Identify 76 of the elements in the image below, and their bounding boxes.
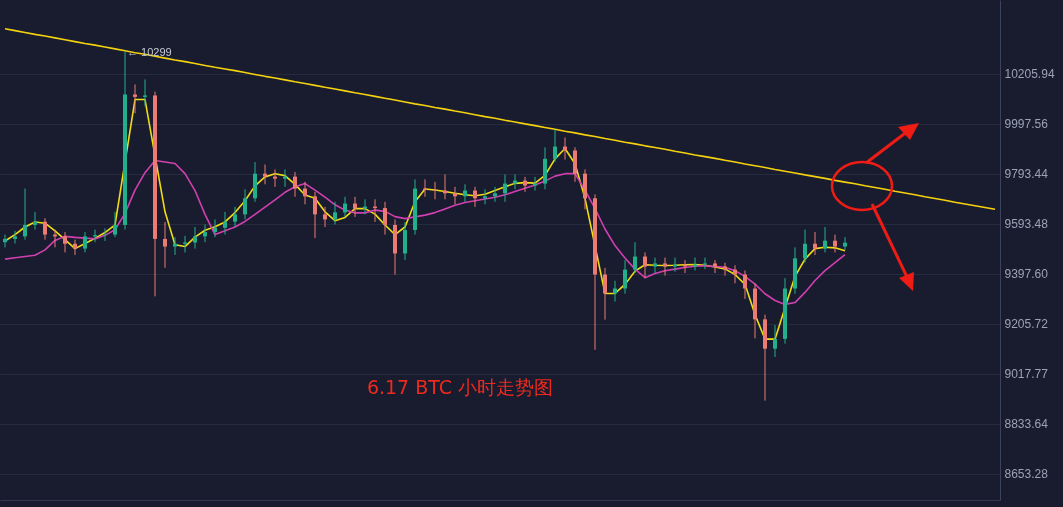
candlestick [833, 234, 837, 253]
candlestick [653, 257, 657, 274]
candlestick [773, 324, 777, 358]
candlestick [533, 176, 537, 192]
candlestick [493, 186, 497, 203]
candlestick [303, 181, 307, 205]
candlestick [473, 186, 477, 208]
candlestick [433, 181, 437, 200]
candlestick [733, 264, 737, 284]
y-tick-label: 10205.94 [1004, 67, 1055, 81]
candlestick [573, 146, 577, 183]
candlestick [523, 176, 527, 193]
candlestick [23, 188, 27, 241]
candlestick [323, 206, 327, 228]
candlestick [313, 191, 317, 239]
candlestick [113, 211, 117, 238]
candlestick [383, 201, 387, 236]
candlestick [163, 221, 167, 269]
candlestick [263, 164, 267, 185]
candlestick [143, 78, 147, 107]
candlestick [233, 206, 237, 228]
y-tick-label: 9397.60 [1004, 267, 1049, 282]
candlestick [513, 173, 517, 190]
candlestick [133, 83, 137, 114]
annotation: ← 10299 [127, 46, 172, 59]
candlestick [183, 235, 187, 253]
candlestick [13, 230, 17, 244]
candlestick [823, 226, 827, 253]
candlestick [693, 257, 697, 271]
y-tick-label: 8653.28 [1004, 467, 1049, 482]
candlestick [73, 239, 77, 256]
candlestick [273, 168, 277, 188]
annotation: 6.17 BTC 小时走势图 [366, 376, 554, 398]
candlestick [243, 188, 247, 220]
candlestick [63, 231, 67, 253]
line-series [4, 27, 996, 211]
y-tick-label: 9017.77 [1004, 367, 1049, 382]
candlestick [363, 198, 367, 215]
candlestick [33, 211, 37, 231]
candlestick [203, 223, 207, 243]
candlestick [813, 231, 817, 256]
candlestick [843, 236, 847, 251]
candlestick [283, 168, 287, 188]
candlestick [173, 236, 177, 256]
candlestick [83, 231, 87, 253]
candlestick [713, 259, 717, 274]
candlestick [403, 221, 407, 261]
y-tick-label: 9997.56 [1004, 117, 1049, 132]
candlestick [663, 257, 667, 277]
y-tick-label: 9793.44 [1004, 167, 1049, 182]
y-tick-label: 9205.72 [1004, 317, 1049, 332]
candlestick [333, 201, 337, 225]
y-tick-label: 9593.48 [1004, 217, 1049, 232]
candlestick [603, 267, 607, 321]
candlestick [503, 173, 507, 203]
candlestick [703, 257, 707, 270]
candlestick [643, 251, 647, 279]
candlestick [723, 262, 727, 277]
candlestick [453, 186, 457, 205]
candlestick [743, 269, 747, 300]
y-tick-label: 8833.64 [1004, 417, 1049, 432]
candlestick [623, 259, 627, 295]
candlestick [483, 188, 487, 205]
candlestick [213, 218, 217, 238]
candlestick [43, 217, 47, 241]
candlestick [673, 257, 677, 273]
candlestick [293, 171, 297, 198]
candlestick [193, 226, 197, 250]
candlestick [633, 241, 637, 274]
candlestick [343, 196, 347, 218]
candlestick [223, 211, 227, 236]
candlestick [353, 196, 357, 218]
candlestick [3, 234, 7, 248]
candlestick [553, 129, 557, 163]
candlestick [683, 259, 687, 274]
candlestick [803, 229, 807, 264]
